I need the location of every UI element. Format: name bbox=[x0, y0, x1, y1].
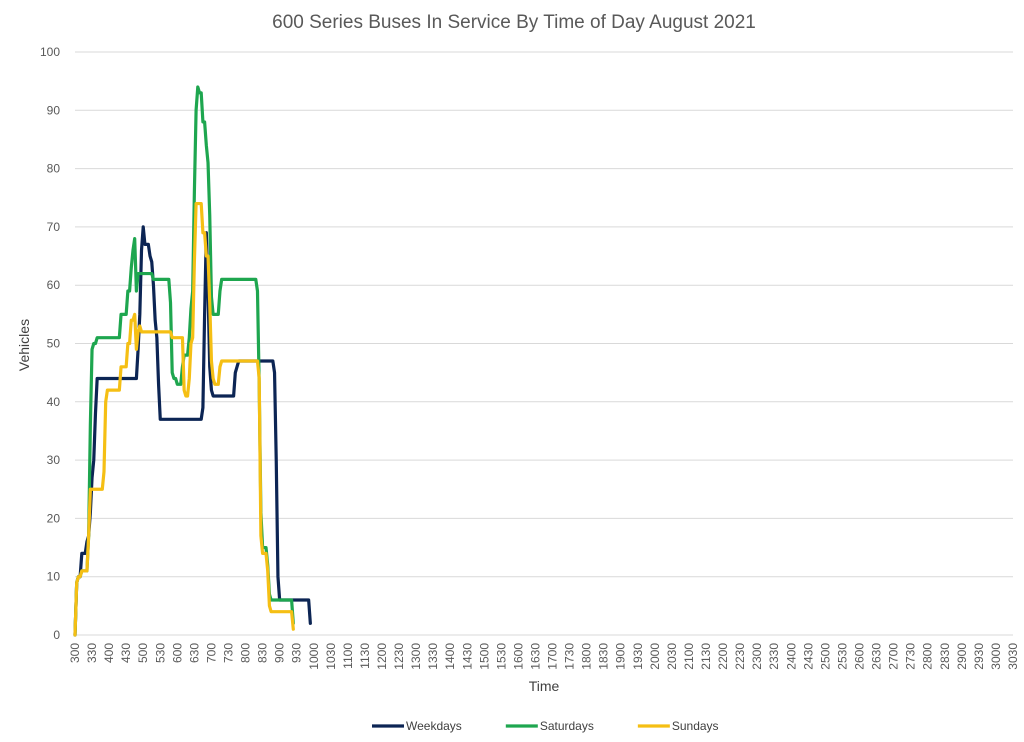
x-tick-label: 2500 bbox=[818, 643, 832, 670]
x-tick-label: 1630 bbox=[528, 643, 542, 670]
series-line-sundays bbox=[73, 201, 295, 637]
y-axis-label: Vehicles bbox=[16, 319, 32, 371]
x-tick-label: 2730 bbox=[904, 643, 918, 670]
x-tick-label: 1530 bbox=[494, 643, 508, 670]
y-tick-label: 80 bbox=[47, 162, 61, 176]
x-tick-label: 500 bbox=[136, 643, 150, 663]
legend: Weekdays Saturdays Sundays bbox=[372, 719, 719, 733]
x-tick-label: 930 bbox=[290, 643, 304, 663]
y-tick-label: 40 bbox=[47, 395, 61, 409]
legend-label-weekdays: Weekdays bbox=[406, 719, 462, 733]
x-tick-label: 2530 bbox=[835, 643, 849, 670]
x-tick-label: 1330 bbox=[426, 643, 440, 670]
x-tick-label: 1230 bbox=[392, 643, 406, 670]
x-tick-label: 1000 bbox=[307, 643, 321, 670]
x-tick-label: 2100 bbox=[682, 643, 696, 670]
x-tick-label: 1930 bbox=[631, 643, 645, 670]
x-tick-label: 2230 bbox=[733, 643, 747, 670]
x-tick-label: 730 bbox=[221, 643, 235, 663]
x-tick-label: 1130 bbox=[358, 643, 372, 669]
x-tick-label: 530 bbox=[153, 643, 167, 663]
x-tick-label: 2700 bbox=[887, 643, 901, 670]
legend-label-saturdays: Saturdays bbox=[540, 719, 594, 733]
x-tick-label: 630 bbox=[187, 643, 201, 663]
x-tick-label: 300 bbox=[68, 643, 82, 663]
x-tick-label: 2330 bbox=[767, 643, 781, 670]
x-tick-label: 1200 bbox=[375, 643, 389, 670]
x-tick-label: 3000 bbox=[989, 643, 1003, 670]
x-tick-label: 400 bbox=[102, 643, 116, 663]
x-tick-label: 1400 bbox=[443, 643, 457, 670]
x-tick-label: 2600 bbox=[853, 643, 867, 670]
x-tick-label: 330 bbox=[85, 643, 99, 663]
x-tick-label: 1800 bbox=[580, 643, 594, 670]
x-tick-label: 2130 bbox=[699, 643, 713, 670]
y-tick-label: 100 bbox=[40, 45, 60, 59]
x-tick-label: 2400 bbox=[784, 643, 798, 670]
x-tick-label: 2930 bbox=[972, 643, 986, 670]
x-tick-label: 2900 bbox=[955, 643, 969, 670]
legend-label-sundays: Sundays bbox=[672, 719, 719, 733]
y-tick-label: 90 bbox=[47, 103, 61, 117]
x-tick-label: 1100 bbox=[341, 643, 355, 669]
x-tick-label: 830 bbox=[256, 643, 270, 663]
x-tick-label: 3030 bbox=[1006, 643, 1020, 670]
y-tick-label: 30 bbox=[47, 453, 61, 467]
x-tick-label: 800 bbox=[239, 643, 253, 663]
x-tick-label: 1300 bbox=[409, 643, 423, 670]
y-axis-ticks: 0 10 20 30 40 50 60 70 80 90 100 bbox=[40, 45, 60, 642]
x-tick-label: 2300 bbox=[750, 643, 764, 670]
x-tick-label: 1600 bbox=[511, 643, 525, 670]
series-lines bbox=[73, 85, 312, 637]
x-tick-label: 2000 bbox=[648, 643, 662, 670]
y-tick-label: 60 bbox=[47, 278, 61, 292]
x-tick-label: 2030 bbox=[665, 643, 679, 670]
x-tick-label: 1500 bbox=[477, 643, 491, 670]
y-tick-label: 70 bbox=[47, 220, 61, 234]
x-tick-label: 1730 bbox=[563, 643, 577, 670]
y-tick-label: 50 bbox=[47, 337, 61, 351]
x-tick-label: 2800 bbox=[921, 643, 935, 670]
x-tick-label: 700 bbox=[204, 643, 218, 663]
x-tick-label: 430 bbox=[119, 643, 133, 663]
x-axis-ticks: 300 330 400 430 500 530 600 630 700 730 800 830 900 9… bbox=[68, 643, 1020, 670]
x-tick-label: 600 bbox=[170, 643, 184, 663]
x-tick-label: 2830 bbox=[938, 643, 952, 670]
x-tick-label: 2430 bbox=[801, 643, 815, 670]
x-tick-label: 2200 bbox=[716, 643, 730, 670]
x-tick-label: 2630 bbox=[870, 643, 884, 670]
gridlines bbox=[75, 51, 1013, 636]
x-tick-label: 1900 bbox=[614, 643, 628, 670]
y-tick-label: 0 bbox=[53, 628, 60, 642]
series-line-weekdays bbox=[73, 225, 312, 637]
x-tick-label: 1430 bbox=[460, 643, 474, 670]
x-tick-label: 1700 bbox=[546, 643, 560, 670]
x-tick-label: 900 bbox=[273, 643, 287, 663]
y-tick-label: 10 bbox=[47, 570, 61, 584]
y-tick-label: 20 bbox=[47, 511, 61, 525]
x-tick-label: 1830 bbox=[597, 643, 611, 670]
x-tick-label: 1030 bbox=[324, 643, 338, 670]
x-axis-label: Time bbox=[529, 678, 560, 694]
chart-title: 600 Series Buses In Service By Time of D… bbox=[272, 12, 756, 33]
